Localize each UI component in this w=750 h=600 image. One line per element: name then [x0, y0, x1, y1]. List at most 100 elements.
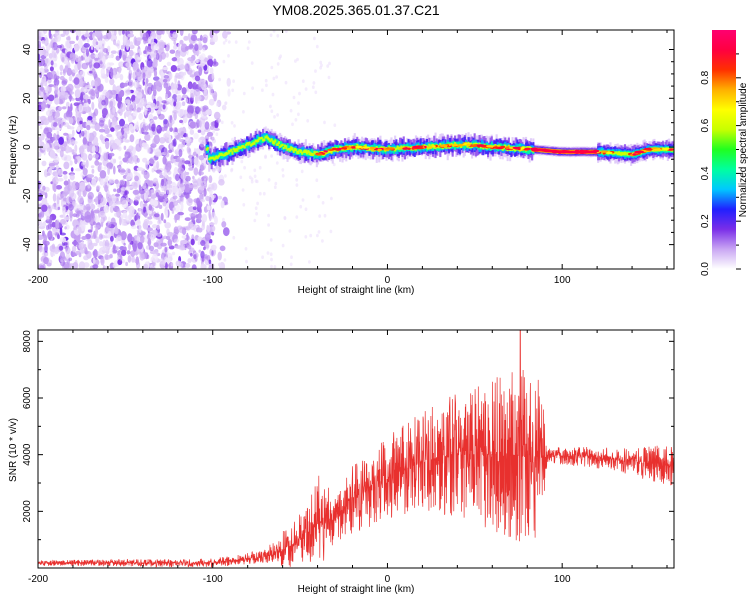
spectrogram-cell	[90, 89, 96, 97]
spectrogram-cell	[56, 195, 60, 205]
spectrogram-cell	[198, 211, 202, 222]
spectrogram-cell	[189, 129, 195, 135]
spectrogram-cell	[83, 94, 89, 100]
spectrogram-cell	[179, 39, 184, 45]
spectrogram-cell	[235, 148, 238, 152]
spectrogram-cell	[294, 118, 298, 122]
spectrogram-cell	[153, 116, 158, 120]
spectrogram-cell	[68, 196, 72, 203]
spectrogram-cell	[189, 44, 195, 49]
spectrogram-cell	[602, 152, 606, 155]
spectrogram-cell	[66, 133, 73, 140]
spectrogram-cell	[268, 134, 271, 142]
spectrogram-cell	[145, 77, 149, 85]
spectrogram-cell	[203, 64, 208, 71]
spectrogram-cell	[340, 147, 343, 153]
spectrogram-cell	[180, 71, 185, 81]
spectrogram-cell	[68, 95, 73, 100]
spectrogram-cell	[187, 33, 191, 40]
spectrogram-cell	[128, 243, 131, 251]
spectrogram-cell	[146, 51, 152, 55]
spectrogram-cell	[69, 213, 73, 222]
spectrogram-cell	[159, 174, 164, 179]
spectrogram-cell	[273, 141, 276, 145]
spectrogram-cell	[91, 145, 96, 154]
spectrogram-cell	[252, 142, 255, 146]
spectrogram-cell	[254, 179, 258, 183]
spectrogram-cell	[77, 61, 81, 71]
spectrogram-cell	[64, 226, 67, 230]
spectrogram-cell	[118, 156, 122, 160]
spectrogram-cell	[199, 120, 202, 128]
spectrogram-cell	[113, 158, 117, 164]
spectrogram-cell	[42, 247, 45, 253]
spectrogram-cell	[41, 252, 49, 257]
spectrogram-cell	[57, 206, 61, 211]
spectrogram-cell	[180, 201, 184, 212]
spectrogram-cell	[208, 175, 213, 184]
spectrogram-cell	[144, 211, 148, 218]
spectrogram-cell	[208, 214, 212, 222]
spectrogram-cell	[221, 153, 224, 157]
spectrogram-cell	[77, 189, 82, 197]
spectrogram-cell	[68, 126, 75, 130]
spectrogram-cell	[236, 145, 239, 150]
spectrogram-cell	[190, 34, 198, 42]
spectrogram-cell	[133, 182, 138, 190]
spectrogram-cell	[289, 108, 293, 113]
spectrogram-cell	[108, 62, 115, 66]
spectrogram-cell	[142, 118, 146, 125]
spectrogram-cell	[231, 147, 234, 153]
spectrogram-cell	[73, 77, 80, 85]
spectrogram-cell	[107, 166, 110, 176]
spectrogram-cell	[83, 243, 87, 250]
spectrogram-cell	[100, 178, 106, 186]
spectrogram-cell	[323, 213, 327, 218]
spectrogram-cell	[243, 165, 247, 170]
spectrogram-cell	[438, 139, 441, 147]
spectrogram-cell	[48, 162, 56, 167]
spectrogram-cell	[173, 131, 178, 136]
spectrogram-cell	[198, 249, 202, 253]
spectrogram-cell	[51, 230, 56, 236]
spectrogram-cell	[620, 152, 623, 156]
spectrogram-cell	[514, 147, 517, 152]
spectrogram-cell	[115, 55, 121, 61]
spectrogram-cell	[236, 148, 239, 152]
spectrogram-cell	[498, 144, 501, 147]
spectrogram-cell	[160, 242, 167, 247]
spectrogram-cell	[94, 57, 99, 61]
spectrogram-cell	[427, 146, 433, 149]
spectrogram-cell	[85, 84, 92, 89]
spectrogram-cell	[38, 152, 42, 158]
spectrogram-cell	[157, 103, 164, 112]
spectrogram-cell	[330, 150, 333, 154]
spectrogram-cell	[198, 66, 203, 76]
spectrogram-cell	[64, 40, 70, 49]
spectrogram-cell	[106, 133, 113, 138]
spectrogram-cell	[198, 155, 205, 161]
spectrogram-cell	[92, 257, 96, 264]
spectrogram-cell	[160, 178, 165, 187]
spectrogram-cell	[264, 155, 267, 160]
spectrogram-cell	[57, 119, 64, 129]
spectrogram-cell	[423, 144, 426, 148]
spectrogram-cell	[621, 151, 624, 156]
spectrogram-cell	[174, 166, 178, 174]
spectrogram-cell	[103, 166, 107, 170]
spectrogram-cell	[149, 266, 156, 269]
spectrogram-cell	[58, 136, 64, 145]
spectrogram-cell	[254, 139, 257, 146]
spectrogram-cell	[125, 175, 132, 181]
spectrogram-cell	[40, 78, 47, 87]
spectrogram-cell	[190, 238, 195, 246]
spectrogram-cell	[457, 141, 460, 147]
spectrogram-cell	[165, 86, 170, 94]
spectrogram-cell	[231, 88, 235, 93]
spectrogram-cell	[95, 30, 102, 38]
spectrogram-cell	[94, 215, 100, 223]
spectrogram-cell	[190, 57, 194, 64]
spectrogram-cell	[54, 111, 60, 118]
spectrogram-cell	[262, 138, 265, 142]
spectrogram-cell	[55, 185, 63, 190]
